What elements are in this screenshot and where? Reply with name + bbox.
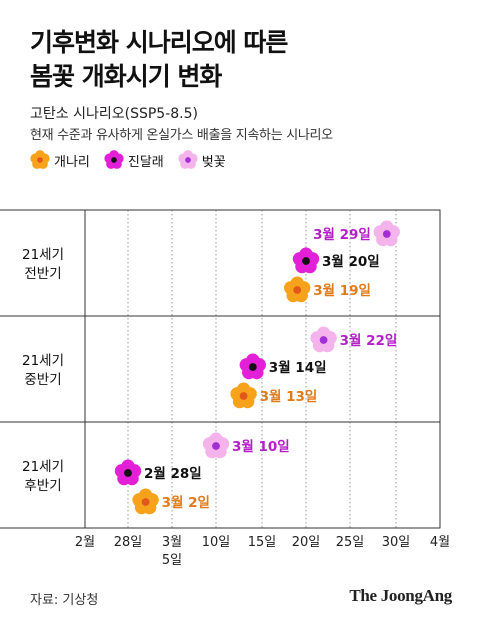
flower-point [310,326,337,353]
legend-label-forsythia: 개나리 [54,154,90,170]
data-label: 3월 13일 [260,388,318,405]
azalea-flower-icon-shape [104,150,124,169]
data-label: 3월 22일 [340,332,398,349]
x-tick-label: 30일 [382,535,411,550]
data-label: 3월 20일 [322,253,380,270]
title-line-2: 봄꽃 개화시기 변화 [30,62,222,91]
cherry-blossom-icon [178,150,198,169]
data-label: 2월 28일 [144,465,202,482]
cherry-blossom-icon-shape [178,150,198,169]
publisher-logo: The JoongAng [349,586,452,605]
legend: 개나리 진달래 벚꽃 [30,150,226,170]
x-tick-label: 4월 [430,535,450,550]
row-label: 21세기 [22,459,64,475]
x-tick-label: 5일 [162,553,182,568]
legend-item-forsythia: 개나리 [30,150,90,170]
flower-point [292,247,320,274]
legend-item-azalea: 진달래 [104,150,164,170]
x-tick-label: 25일 [336,535,365,550]
forsythia-flower-icon [30,150,50,169]
plot-frame [84,209,441,529]
data-label: 3월 2일 [162,494,210,511]
data-label: 3월 14일 [269,359,327,376]
row-label: 후반기 [24,478,61,494]
x-tick-label: 15일 [248,535,277,550]
flower-point [230,382,257,409]
row-label: 21세기 [22,247,64,263]
chart-description: 현재 수준과 유사하게 온실가스 배출을 지속하는 시나리오 [30,128,333,143]
chart-title: 기후변화 시나리오에 따른 봄꽃 개화시기 변화 [30,26,288,94]
flower-point [284,276,311,303]
legend-item-cherry: 벚꽃 [178,150,226,170]
flower-point [239,353,266,380]
legend-label-cherry: 벚꽃 [201,154,226,170]
azalea-flower-icon [104,150,124,169]
source-note: 자료: 기상청 [30,593,99,608]
flower-point [373,220,400,247]
row-label: 전반기 [24,266,61,282]
chart-subtitle: 고탄소 시나리오(SSP5-8.5) [30,106,198,122]
legend-label-azalea: 진달래 [127,154,164,170]
data-label: 3월 10일 [232,438,290,455]
title-line-1: 기후변화 시나리오에 따른 [30,28,288,57]
row-label: 21세기 [22,353,64,369]
data-label: 3월 29일 [313,226,371,243]
forsythia-flower-icon-shape [30,150,50,169]
x-tick-label: 28일 [114,535,143,550]
x-tick-label: 2월 [75,535,95,550]
x-tick-label: 3월 [162,535,182,550]
flower-point [114,459,142,486]
data-label: 3월 19일 [313,282,371,299]
x-tick-label: 10일 [202,535,231,550]
row-label: 중반기 [24,372,61,388]
x-tick-label: 20일 [292,535,321,550]
flower-point [132,488,159,515]
flower-point [202,432,230,459]
